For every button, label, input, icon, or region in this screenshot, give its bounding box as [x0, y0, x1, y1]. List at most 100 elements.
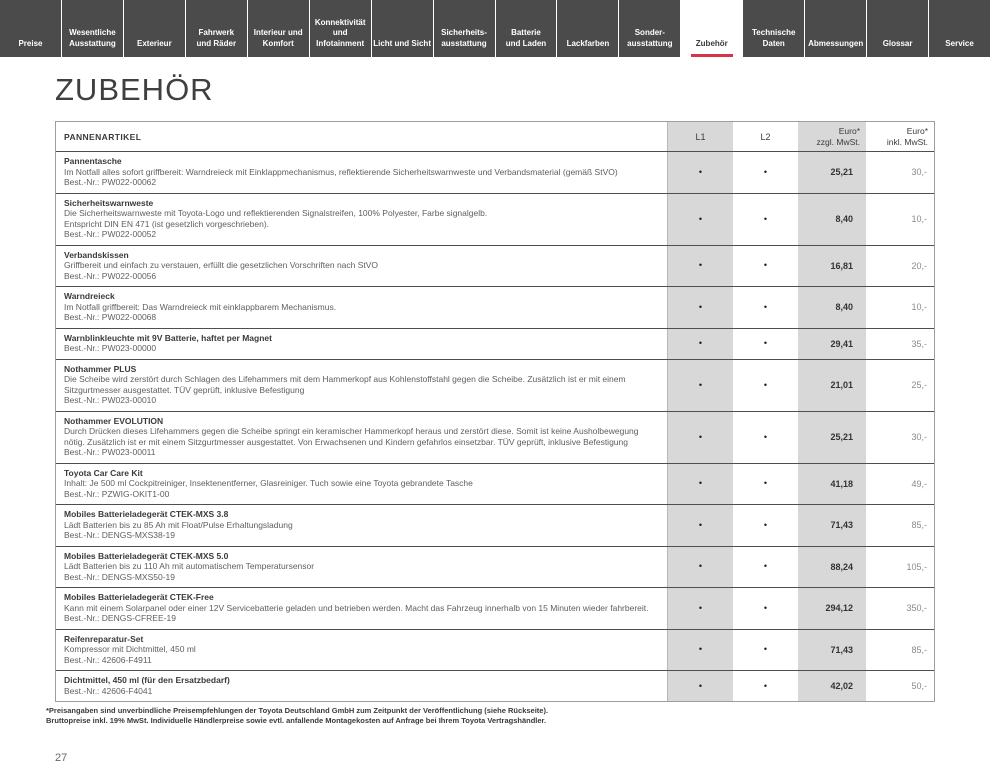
- tab-label: Interieur und Komfort: [253, 28, 303, 48]
- price-gross: 10,-: [911, 302, 927, 313]
- tab-technische-daten[interactable]: Technische Daten: [743, 0, 806, 57]
- l2-availability-dot: •: [763, 478, 768, 489]
- table-row: Verbandskissen Griffbereit und einfach zu…: [56, 244, 934, 287]
- tab-konnektivität-und-infotainment[interactable]: Konnektivität und Infotainment: [310, 0, 372, 57]
- price-net: 71,43: [798, 629, 866, 670]
- column-header-price-net: Euro* zzgl. MwSt.: [816, 125, 860, 147]
- item-order-number: Best.-Nr.: PW023-00000: [64, 343, 157, 353]
- price-gross: 10,-: [911, 214, 927, 224]
- l2-availability-dot: •: [763, 260, 768, 271]
- item-title: Pannentasche: [64, 156, 122, 166]
- item-info: Reifenreparatur-Set Kompressor mit Dichtm…: [56, 630, 667, 671]
- item-title: Verbandskissen: [64, 249, 129, 260]
- tab-service[interactable]: Service: [929, 0, 990, 57]
- l2-availability-dot: •: [763, 338, 768, 348]
- item-order-number: Best.-Nr.: 42606-F4041: [64, 685, 153, 696]
- item-order-number: Best.-Nr.: PW022-00068: [64, 312, 157, 322]
- price-net: 29,41: [798, 328, 866, 359]
- l2-availability-dot: •: [763, 680, 768, 691]
- tab-glossar[interactable]: Glossar: [867, 0, 930, 57]
- tab-preise[interactable]: Preise: [0, 0, 62, 57]
- item-info: Dichtmittel, 450 ml (für den Ersatzbedar…: [56, 671, 667, 701]
- item-order-number: Best.-Nr.: 42606-F4911: [64, 654, 152, 665]
- l2-availability-dot: •: [763, 301, 768, 312]
- price-gross: 20,-: [911, 260, 927, 271]
- column-header-l2: L2: [760, 131, 771, 142]
- item-order-number: Best.-Nr.: PW022-00062: [64, 177, 157, 187]
- l1-availability-dot: •: [698, 431, 703, 442]
- l1-cell: •: [667, 588, 733, 629]
- item-order-number: Best.-Nr.: PW022-00052: [64, 229, 157, 239]
- l2-availability-dot: •: [763, 561, 768, 572]
- table-rows: Pannentasche Im Notfall alles sofort grif…: [56, 151, 934, 701]
- price-net: 294,12: [798, 588, 866, 629]
- tab-zubehör[interactable]: Zubehör: [681, 0, 744, 57]
- item-description: Inhalt: Je 500 ml Cockpitreiniger, Insek…: [64, 478, 473, 488]
- footnote-line-2: Bruttopreise inkl. 19% MwSt. Individuell…: [46, 716, 547, 725]
- table-header-row: PANNENARTIKEL L1 L2 Euro* zzgl. MwSt. Eu…: [56, 122, 934, 151]
- tab-fahrwerk-und-räder[interactable]: Fahrwerk und Räder: [186, 0, 248, 57]
- l2-availability-dot: •: [763, 602, 768, 613]
- active-tab-underline: [691, 54, 733, 57]
- price-gross: 105,-: [906, 561, 927, 572]
- l2-cell: •: [733, 246, 798, 287]
- price-gross: 350,-: [906, 603, 927, 614]
- l1-cell: •: [667, 671, 733, 701]
- l1-availability-dot: •: [698, 379, 703, 390]
- tab-batterie-und-laden[interactable]: Batterie und Laden: [496, 0, 558, 57]
- tab-abmessungen[interactable]: Abmessungen: [805, 0, 868, 57]
- tab-label: Licht und Sicht: [373, 38, 431, 48]
- item-info: Pannentasche Im Notfall alles sofort grif…: [56, 152, 667, 193]
- table-row: Reifenreparatur-Set Kompressor mit Dichtm…: [56, 628, 934, 671]
- l2-cell: •: [733, 588, 798, 629]
- tab-label: Exterieur: [137, 38, 172, 48]
- price-gross: 85,-: [911, 520, 927, 531]
- tab-interieur-und-komfort[interactable]: Interieur und Komfort: [248, 0, 310, 57]
- tab-label: Konnektivität und Infotainment: [314, 17, 366, 48]
- tab-exterieur[interactable]: Exterieur: [124, 0, 186, 57]
- tab-label: Batterie und Laden: [505, 28, 547, 48]
- tab-lackfarben[interactable]: Lackfarben: [557, 0, 620, 57]
- item-description: Die Sicherheitswarnweste mit Toyota-Logo…: [64, 208, 488, 218]
- l2-cell: •: [733, 287, 798, 328]
- l2-availability-dot: •: [763, 519, 768, 530]
- accessories-table: PANNENARTIKEL L1 L2 Euro* zzgl. MwSt. Eu…: [55, 121, 935, 702]
- tab-wesentliche-ausstattung[interactable]: Wesentliche Ausstattung: [62, 0, 124, 57]
- tab-sonder-ausstattung[interactable]: Sonder- ausstattung: [619, 0, 682, 57]
- tab-sicherheits-ausstattung[interactable]: Sicherheits- ausstattung: [434, 0, 496, 57]
- price-net: 16,81: [798, 245, 866, 286]
- item-description: Die Scheibe wird zerstört durch Schlagen…: [64, 374, 626, 395]
- table-row: Mobiles Batterieladegerät CTEK-MXS 5.0 Lä…: [56, 545, 934, 587]
- item-info: Toyota Car Care Kit Inhalt: Je 500 ml Coc…: [56, 464, 667, 505]
- item-order-number: Best.-Nr.: PW022-00056: [64, 270, 157, 281]
- item-description: Kompressor mit Dichtmittel, 450 ml: [64, 644, 196, 654]
- item-info: Sicherheitswarnweste Die Sicherheitswarnw…: [56, 194, 667, 245]
- l1-availability-dot: •: [698, 301, 703, 312]
- item-description: Lädt Batterien bis zu 110 Ah mit automat…: [64, 561, 315, 571]
- item-order-number: Best.-Nr.: PW023-00011: [64, 447, 156, 457]
- price-net: 8,40: [798, 287, 866, 328]
- footnote-line-1: *Preisangaben sind unverbindliche Preise…: [46, 706, 549, 715]
- tab-label: Sonder- ausstattung: [627, 28, 673, 48]
- l1-availability-dot: •: [698, 338, 703, 348]
- l2-cell: •: [733, 152, 798, 193]
- l1-cell: •: [667, 287, 733, 328]
- tab-label: Abmessungen: [808, 38, 864, 48]
- item-title: Warndreieck: [64, 291, 115, 301]
- l2-availability-dot: •: [763, 644, 768, 655]
- price-net: 25,21: [798, 152, 866, 193]
- l2-cell: •: [733, 329, 798, 359]
- item-title: Mobiles Batterieladegerät CTEK-Free: [64, 592, 214, 602]
- price-gross: 35,-: [911, 338, 927, 349]
- table-row: Mobiles Batterieladegerät CTEK-Free Kann …: [56, 587, 934, 629]
- item-info: Nothammer EVOLUTION Durch Drücken dieses …: [56, 412, 667, 463]
- column-header-price-gross: Euro* inkl. MwSt.: [886, 125, 928, 147]
- item-description: Im Notfall alles sofort griffbereit: War…: [64, 166, 618, 177]
- tab-licht-und-sicht[interactable]: Licht und Sicht: [372, 0, 434, 57]
- table-row: Nothammer EVOLUTION Durch Drücken dieses …: [56, 410, 934, 463]
- page-title: ZUBEHÖR: [55, 72, 214, 107]
- l1-availability-dot: •: [698, 680, 703, 691]
- item-order-number: Best.-Nr.: DENGS-CFREE-19: [64, 613, 176, 623]
- l1-cell: •: [667, 505, 733, 546]
- price-net: 71,43: [798, 505, 866, 546]
